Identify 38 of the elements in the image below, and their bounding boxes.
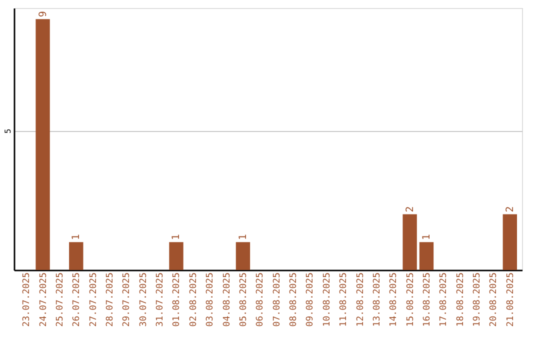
x-tick-label: 10.08.2025 [322, 272, 332, 327]
x-tick-label: 15.08.2025 [406, 272, 416, 327]
x-tick-label: 03.08.2025 [206, 272, 216, 327]
x-tick-label: 20.08.2025 [489, 272, 500, 327]
x-tick-label: 07.08.2025 [272, 272, 282, 327]
data-label: 1 [171, 234, 182, 240]
x-tick-label: 16.08.2025 [422, 272, 432, 327]
x-tick-label: 24.07.2025 [38, 272, 49, 327]
x-tick-label: 06.08.2025 [256, 272, 266, 327]
x-tick-label: 04.08.2025 [222, 272, 232, 327]
x-tick-label: 18.08.2025 [456, 272, 466, 327]
x-tick-label: 17.08.2025 [439, 272, 450, 327]
x-tick-label: 29.07.2025 [122, 272, 132, 327]
x-tick-label: 09.08.2025 [306, 272, 316, 327]
data-label: 1 [238, 234, 249, 240]
data-label: 1 [71, 234, 82, 240]
x-tick-label: 27.07.2025 [88, 272, 99, 327]
y-tick-label: 5 [4, 128, 12, 134]
x-tick-label: 25.07.2025 [55, 272, 66, 327]
data-label: 2 [504, 206, 516, 212]
x-tick-label: 05.08.2025 [238, 272, 249, 327]
x-tick-label: 19.08.2025 [472, 272, 483, 327]
x-tick-label: 31.07.2025 [156, 272, 166, 327]
x-tick-label: 01.08.2025 [172, 272, 182, 327]
x-tick-label: 21.08.2025 [506, 272, 516, 327]
x-tick-label: 02.08.2025 [188, 272, 199, 327]
x-tick-label: 13.08.2025 [372, 272, 382, 327]
x-tick-label: 28.07.2025 [106, 272, 116, 327]
x-tick-label: 08.08.2025 [289, 272, 300, 327]
data-label: 2 [404, 206, 416, 212]
x-tick-label: 26.07.2025 [72, 272, 82, 327]
x-tick-label: 30.07.2025 [138, 272, 149, 327]
data-label: 1 [421, 234, 432, 240]
x-tick-label: 11.08.2025 [339, 272, 350, 327]
x-tick-label: 23.07.2025 [22, 272, 32, 327]
data-label: 9 [38, 11, 49, 18]
x-tick-label: 12.08.2025 [356, 272, 366, 327]
x-tick-label: 14.08.2025 [389, 272, 400, 327]
